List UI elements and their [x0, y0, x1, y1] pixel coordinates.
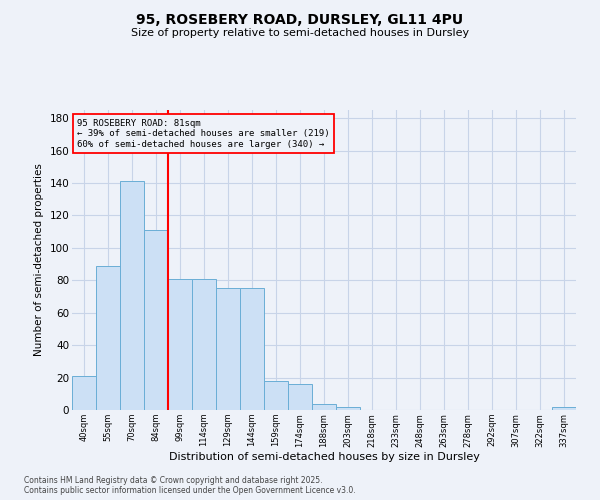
Bar: [72, 376, 96, 410]
Bar: [144, 230, 168, 410]
Text: Size of property relative to semi-detached houses in Dursley: Size of property relative to semi-detach…: [131, 28, 469, 38]
Bar: [264, 381, 288, 410]
Text: 95 ROSEBERY ROAD: 81sqm
← 39% of semi-detached houses are smaller (219)
60% of s: 95 ROSEBERY ROAD: 81sqm ← 39% of semi-de…: [77, 119, 329, 149]
Bar: [192, 278, 216, 410]
Bar: [240, 288, 264, 410]
Bar: [96, 266, 120, 410]
Bar: [336, 407, 360, 410]
Bar: [312, 404, 336, 410]
Bar: [120, 182, 144, 410]
Bar: [216, 288, 240, 410]
Text: 95, ROSEBERY ROAD, DURSLEY, GL11 4PU: 95, ROSEBERY ROAD, DURSLEY, GL11 4PU: [136, 12, 464, 26]
Y-axis label: Number of semi-detached properties: Number of semi-detached properties: [34, 164, 44, 356]
Bar: [288, 384, 312, 410]
Bar: [552, 407, 576, 410]
X-axis label: Distribution of semi-detached houses by size in Dursley: Distribution of semi-detached houses by …: [169, 452, 479, 462]
Bar: [168, 278, 192, 410]
Text: Contains HM Land Registry data © Crown copyright and database right 2025.
Contai: Contains HM Land Registry data © Crown c…: [24, 476, 356, 495]
